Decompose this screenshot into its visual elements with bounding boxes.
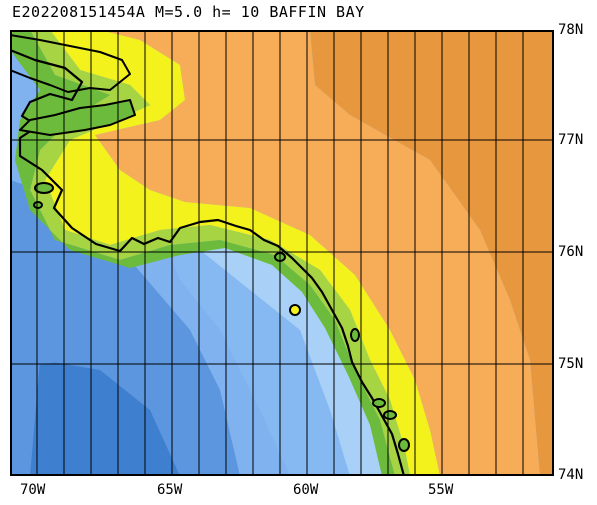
island-7	[350, 328, 360, 342]
green-light-band	[30, 30, 410, 476]
mid-water-patch	[10, 230, 80, 370]
inner-fjord-coastline	[19, 99, 136, 136]
island-2	[33, 201, 43, 209]
island-4	[372, 398, 386, 408]
yellow-band	[45, 30, 440, 476]
tsunami-map	[10, 30, 554, 476]
lon-label-60w: 60W	[293, 482, 319, 498]
lat-label-75n: 75N	[558, 356, 584, 372]
coast-water-region	[200, 240, 400, 476]
northern-coastline	[10, 34, 131, 93]
lat-label-76n: 76N	[558, 244, 584, 260]
map-title: E202208151454A M=5.0 h= 10 BAFFIN BAY	[12, 3, 365, 21]
deepest-water-region	[30, 360, 180, 476]
lat-label-74n: 74N	[558, 467, 584, 483]
island-6	[398, 438, 410, 452]
longitude-gridlines	[36, 30, 524, 476]
coastline	[10, 48, 406, 476]
map-border	[10, 30, 554, 476]
latitude-gridlines	[10, 139, 554, 365]
green-dark-band	[10, 30, 395, 476]
lat-label-77n: 77N	[558, 132, 584, 148]
lon-label-70w: 70W	[20, 482, 46, 498]
island-5	[383, 410, 397, 420]
epicenter-marker	[289, 304, 301, 316]
lat-label-78n: 78N	[558, 22, 584, 38]
lon-label-55w: 55W	[428, 482, 454, 498]
orange-outer-region	[310, 30, 554, 476]
lon-label-65w: 65W	[157, 482, 183, 498]
island-1	[34, 182, 54, 194]
